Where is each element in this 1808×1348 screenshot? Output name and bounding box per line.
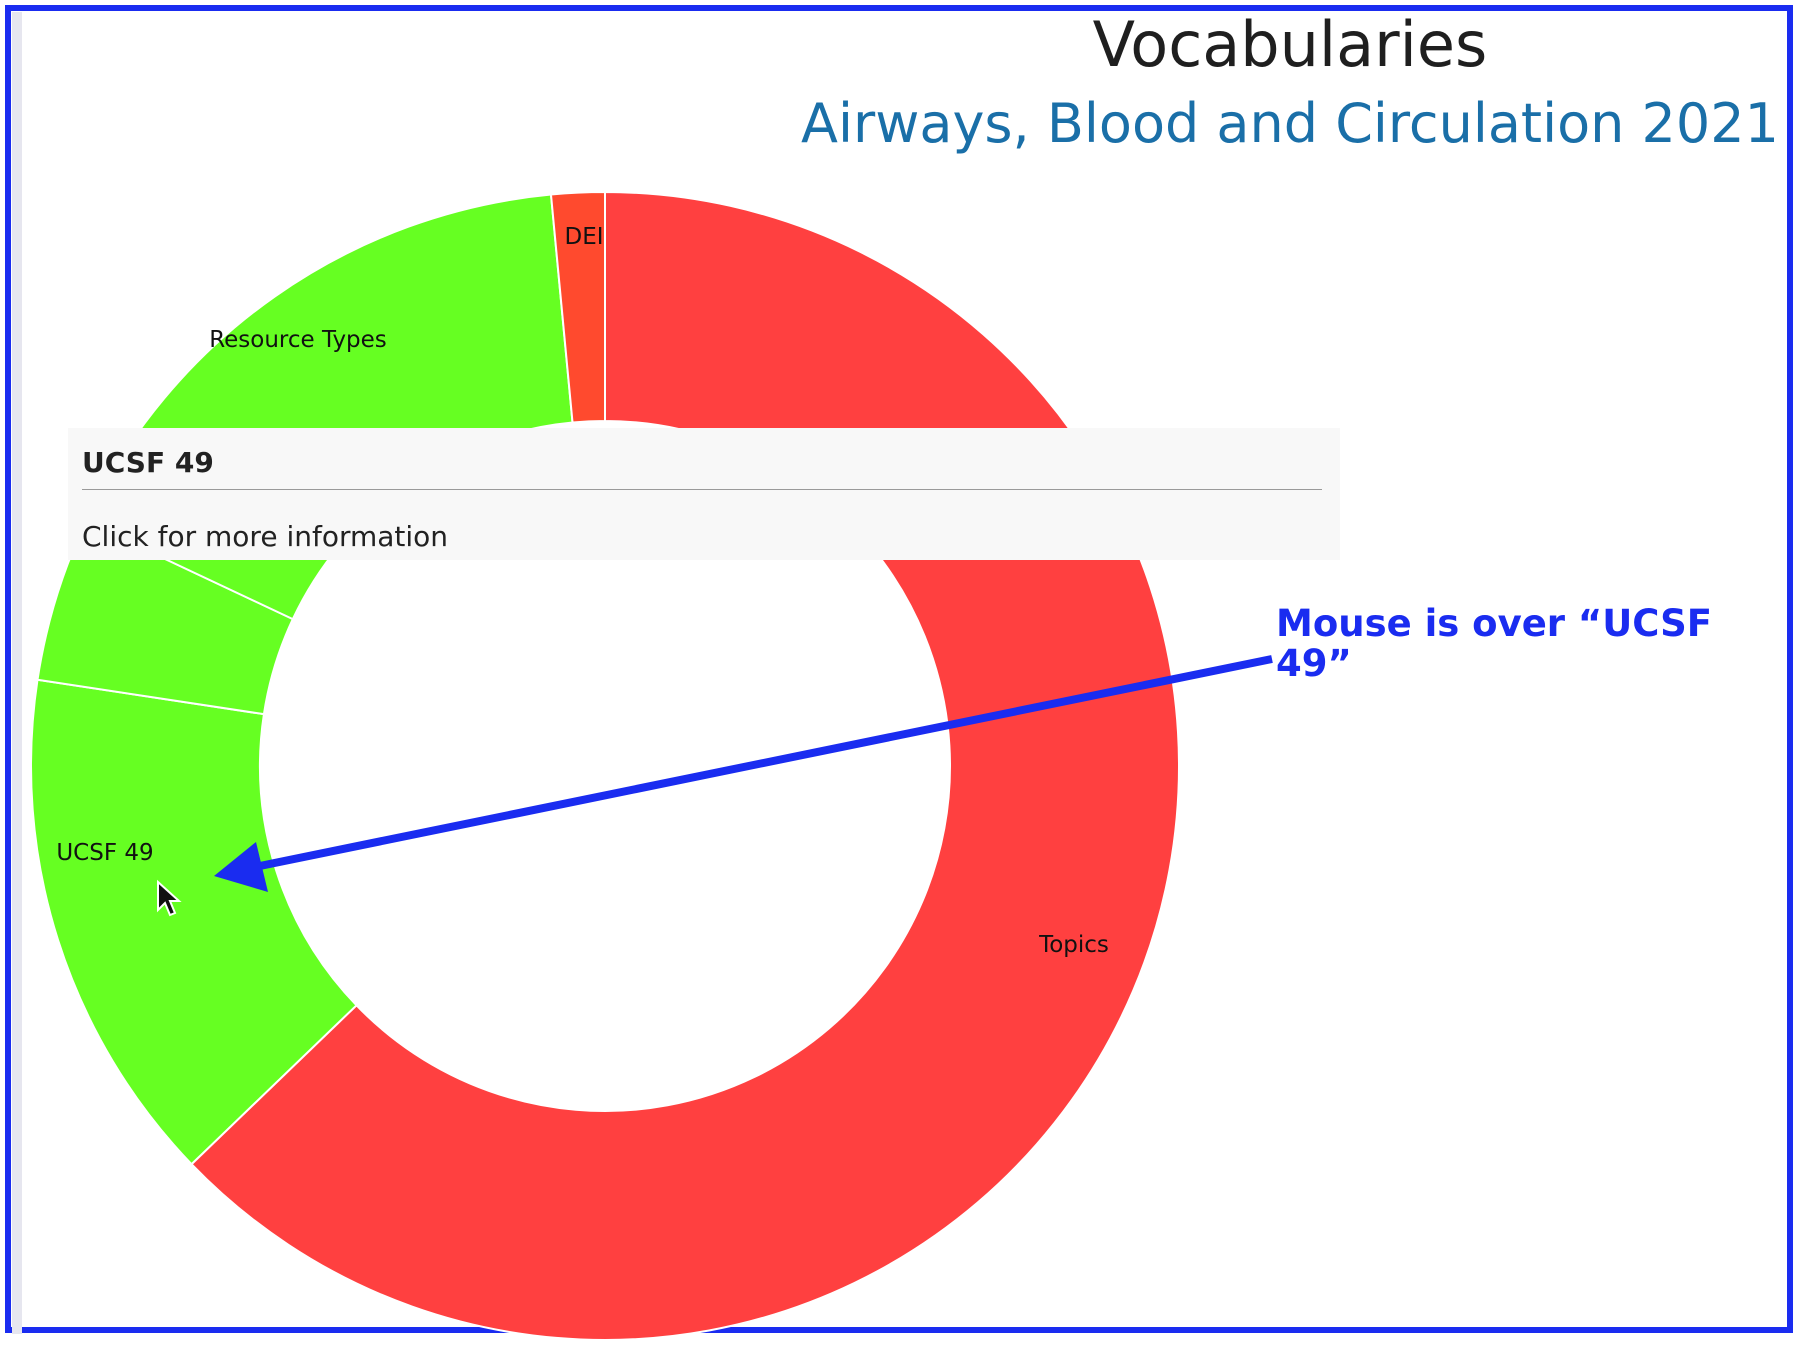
slice-label-topics: Topics [1038, 932, 1109, 958]
slice-tooltip: UCSF 49 Click for more information [68, 428, 1340, 560]
chart-subtitle: Airways, Blood and Circulation 2021 [801, 92, 1779, 155]
donut-slice-ucsf-49[interactable] [30, 678, 358, 1166]
tooltip-title: UCSF 49 [82, 438, 1322, 490]
chart-title: Vocabularies [1092, 8, 1488, 81]
donut-slice-dei[interactable] [549, 190, 606, 424]
slice-label-dei: DEI [564, 224, 603, 250]
slice-label-ucsf-49: UCSF 49 [56, 840, 153, 866]
annotation-text: Mouse is over “UCSF 49” [1276, 602, 1713, 685]
slice-label-resource-types: Resource Types [209, 327, 387, 353]
tooltip-body: Click for more information [82, 520, 449, 553]
page-edge [12, 12, 22, 1334]
